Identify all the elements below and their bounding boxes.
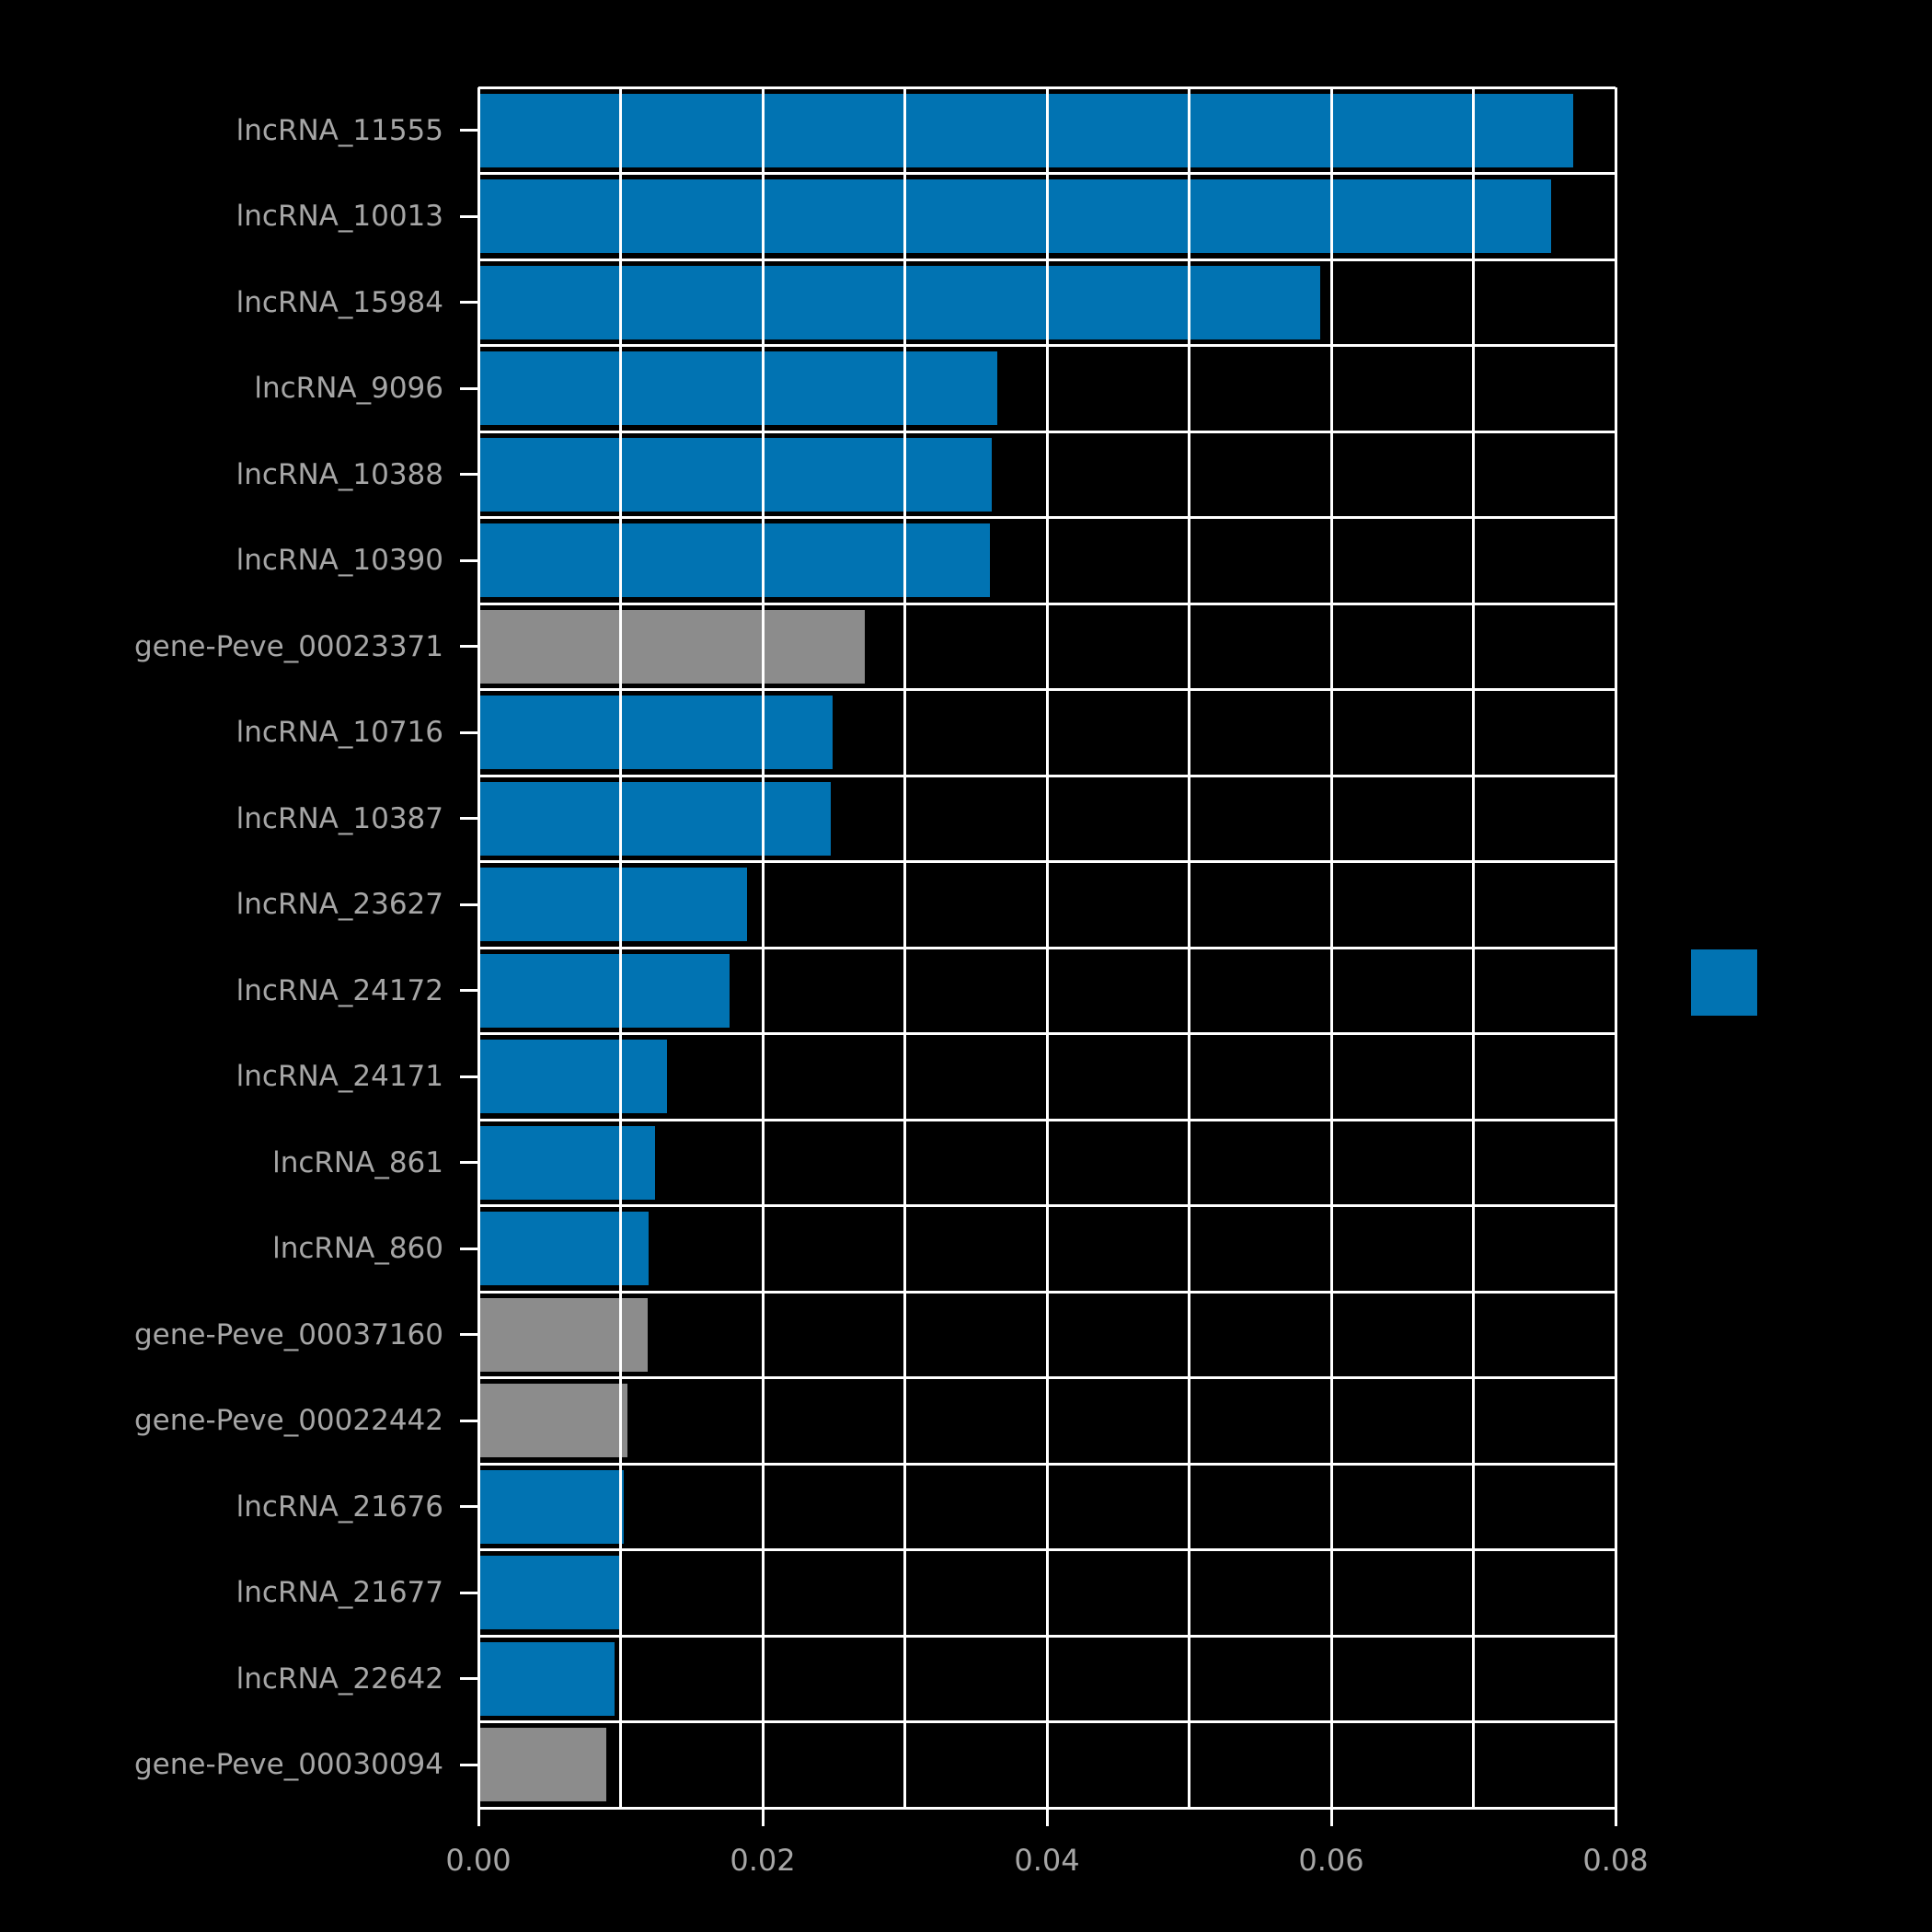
- y-tick-mark: [460, 1591, 478, 1594]
- y-tick-mark: [460, 817, 478, 821]
- category-label: lncRNA_861: [272, 1145, 443, 1179]
- category-label: lncRNA_21676: [236, 1489, 443, 1524]
- y-tick-mark: [460, 1247, 478, 1250]
- category-label: lncRNA_10013: [236, 200, 443, 234]
- x-tick-mark: [761, 1808, 765, 1826]
- x-tick-label: 0.04: [1014, 1843, 1080, 1878]
- x-tick-label: 0.02: [730, 1843, 796, 1878]
- y-tick-mark: [460, 1333, 478, 1337]
- gridline-horizontal: [478, 258, 1616, 261]
- gridline-horizontal: [478, 1118, 1616, 1121]
- bar: [478, 696, 833, 770]
- category-label: lncRNA_11555: [236, 113, 443, 147]
- gridline-horizontal: [478, 688, 1616, 691]
- x-tick-mark: [477, 1808, 480, 1826]
- category-label: lncRNA_23627: [236, 888, 443, 922]
- y-tick-mark: [460, 1763, 478, 1766]
- gridline-horizontal: [478, 774, 1616, 777]
- category-label: lncRNA_10716: [236, 716, 443, 750]
- bar: [478, 1040, 668, 1114]
- category-label: lncRNA_10390: [236, 544, 443, 578]
- category-label: gene-Peve_00030094: [133, 1748, 443, 1782]
- y-tick-mark: [460, 1161, 478, 1165]
- gridline-horizontal: [478, 1204, 1616, 1207]
- y-tick-mark: [460, 1677, 478, 1681]
- bar: [478, 868, 747, 942]
- y-tick-mark: [460, 558, 478, 562]
- gridline-horizontal: [478, 1462, 1616, 1466]
- x-tick-label: 0.08: [1582, 1843, 1649, 1878]
- gridline-horizontal: [478, 1376, 1616, 1379]
- gridline-horizontal: [478, 516, 1616, 519]
- y-tick-mark: [460, 1075, 478, 1078]
- category-label: lncRNA_22642: [236, 1662, 443, 1696]
- category-label: lncRNA_15984: [236, 285, 443, 319]
- bar: [478, 265, 1320, 339]
- y-tick-mark: [460, 473, 478, 477]
- category-label: lncRNA_21677: [236, 1576, 443, 1610]
- bar: [478, 1297, 648, 1372]
- bar: [478, 781, 832, 856]
- bar: [478, 1212, 650, 1286]
- y-tick-mark: [460, 730, 478, 734]
- bar: [478, 1125, 655, 1200]
- gridline-horizontal: [478, 172, 1616, 175]
- x-tick-mark: [1614, 1808, 1617, 1826]
- y-tick-mark: [460, 386, 478, 390]
- bar: [478, 609, 866, 684]
- y-tick-mark: [460, 301, 478, 305]
- bar: [478, 1384, 628, 1458]
- gridline-horizontal: [478, 430, 1616, 433]
- x-tick-mark: [1045, 1808, 1049, 1826]
- gridline-horizontal: [478, 860, 1616, 863]
- bar: [478, 1556, 623, 1630]
- category-label: gene-Peve_00037160: [133, 1317, 443, 1351]
- y-tick-mark: [460, 989, 478, 993]
- x-tick-label: 0.06: [1298, 1843, 1364, 1878]
- bar: [478, 1469, 624, 1544]
- gridline-horizontal: [478, 1290, 1616, 1294]
- gridline-horizontal: [478, 1634, 1616, 1638]
- bar: [478, 1728, 607, 1802]
- x-tick-label: 0.00: [445, 1843, 512, 1878]
- category-label: lncRNA_24172: [236, 973, 443, 1007]
- gridline-horizontal: [478, 1032, 1616, 1035]
- legend-swatch: [1691, 949, 1757, 1016]
- gridline-horizontal: [478, 602, 1616, 605]
- bar: [478, 523, 991, 598]
- gridline-vertical: [1614, 87, 1617, 1808]
- gridline-horizontal: [478, 86, 1616, 89]
- gridline-horizontal: [478, 344, 1616, 347]
- bar: [478, 179, 1552, 254]
- y-tick-mark: [460, 1505, 478, 1509]
- y-tick-mark: [460, 214, 478, 218]
- gridline-horizontal: [478, 1548, 1616, 1551]
- category-label: lncRNA_860: [272, 1232, 443, 1266]
- bar: [478, 1641, 615, 1716]
- x-tick-mark: [1329, 1808, 1333, 1826]
- bar: [478, 437, 992, 512]
- category-label: gene-Peve_00022442: [133, 1404, 443, 1438]
- bar: [478, 953, 730, 1028]
- category-label: lncRNA_24171: [236, 1060, 443, 1094]
- y-tick-mark: [460, 903, 478, 906]
- category-label: lncRNA_10388: [236, 457, 443, 491]
- gridline-horizontal: [478, 1720, 1616, 1723]
- y-tick-mark: [460, 129, 478, 132]
- bar: [478, 93, 1573, 167]
- bar: [478, 351, 997, 426]
- category-label: lncRNA_10387: [236, 801, 443, 835]
- category-label: gene-Peve_00023371: [133, 629, 443, 663]
- y-tick-mark: [460, 1419, 478, 1422]
- category-label: lncRNA_9096: [254, 372, 443, 406]
- y-tick-mark: [460, 645, 478, 649]
- gridline-horizontal: [478, 946, 1616, 949]
